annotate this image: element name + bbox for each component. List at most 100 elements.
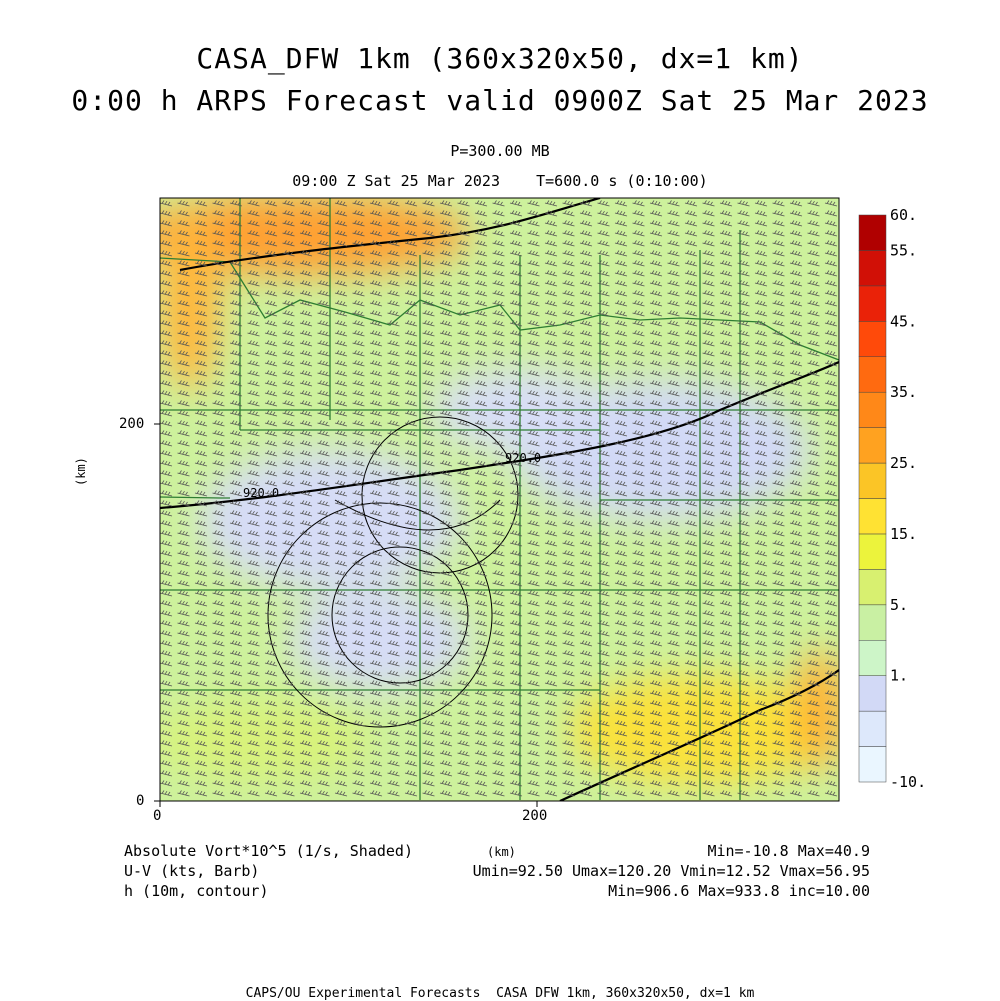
wind-barb xyxy=(544,760,558,767)
wind-barb xyxy=(439,230,453,237)
wind-barb xyxy=(334,710,348,717)
wind-barb xyxy=(719,610,733,617)
wind-barb xyxy=(387,790,400,797)
wind-barb xyxy=(789,410,803,417)
wind-barb xyxy=(352,340,365,347)
wind-barb xyxy=(160,510,173,517)
wind-barb xyxy=(737,250,750,257)
wind-barb xyxy=(422,460,435,467)
wind-barb xyxy=(509,700,523,707)
wind-barb xyxy=(229,430,243,437)
wind-barb xyxy=(684,490,698,497)
wind-barb xyxy=(212,230,225,237)
wind-barb xyxy=(334,480,348,487)
wind-barb xyxy=(562,240,575,247)
wind-barb xyxy=(562,620,575,627)
wind-barb xyxy=(807,640,820,647)
wind-barb xyxy=(457,540,470,547)
wind-barb xyxy=(632,450,645,457)
wind-barb xyxy=(177,470,190,477)
wind-barb xyxy=(177,590,190,597)
wind-barb xyxy=(807,280,820,287)
wind-barb xyxy=(369,330,383,337)
wind-barb xyxy=(807,600,820,607)
wind-barb xyxy=(492,480,505,487)
wind-barb xyxy=(509,550,523,557)
wind-barb xyxy=(282,660,295,667)
wind-barb xyxy=(247,540,260,547)
wind-barb xyxy=(369,780,383,787)
wind-barb xyxy=(492,570,505,577)
wind-barb xyxy=(194,380,208,387)
wind-barb xyxy=(789,440,803,447)
wind-barb xyxy=(194,790,208,797)
wind-barb xyxy=(439,270,453,277)
wind-barb xyxy=(457,660,470,667)
wind-barb xyxy=(387,730,400,737)
wind-barb xyxy=(160,330,173,337)
wind-barb xyxy=(562,480,575,487)
wind-barb xyxy=(649,210,663,217)
wind-barb xyxy=(667,440,680,447)
wind-barb xyxy=(632,250,645,257)
wind-barb xyxy=(422,200,435,207)
wind-barb xyxy=(369,570,383,577)
wind-barb xyxy=(247,490,260,497)
wind-barb xyxy=(299,650,313,657)
wind-barb xyxy=(160,710,173,717)
wind-barb xyxy=(160,340,173,347)
wind-barb xyxy=(684,740,698,747)
wind-barb xyxy=(457,420,470,427)
wind-barb xyxy=(177,550,190,557)
wind-barb xyxy=(282,790,295,797)
wind-barb xyxy=(229,280,243,287)
wind-barb xyxy=(457,300,470,307)
wind-barb xyxy=(527,480,540,487)
colorbar-swatch xyxy=(858,746,887,783)
wind-barb xyxy=(719,560,733,567)
wind-barb xyxy=(457,740,470,747)
wind-barb xyxy=(422,260,435,267)
wind-barb xyxy=(369,520,383,527)
wind-barb xyxy=(667,260,680,267)
wind-barb xyxy=(387,360,400,367)
wind-barb xyxy=(212,320,225,327)
wind-barb xyxy=(457,590,470,597)
wind-barb xyxy=(614,410,628,417)
wind-barb xyxy=(317,420,330,427)
wind-barb xyxy=(457,400,470,407)
wind-barb xyxy=(527,750,540,757)
wind-barb xyxy=(492,230,505,237)
wind-barb xyxy=(614,300,628,307)
wind-barb xyxy=(369,640,383,647)
wind-barb xyxy=(404,730,418,737)
wind-barb xyxy=(702,260,715,267)
wind-barb xyxy=(614,210,628,217)
legend-field-height: h (10m, contour) xyxy=(124,882,269,900)
wind-barb xyxy=(299,680,313,687)
wind-barb xyxy=(807,630,820,637)
wind-barb xyxy=(597,600,610,607)
wind-barb xyxy=(824,580,838,587)
wind-barb xyxy=(352,710,365,717)
wind-barb xyxy=(212,580,225,587)
wind-barb xyxy=(474,780,488,787)
wind-barb xyxy=(194,620,208,627)
wind-barb xyxy=(247,630,260,637)
wind-barb xyxy=(457,370,470,377)
wind-barb xyxy=(474,770,488,777)
wind-barb xyxy=(684,410,698,417)
wind-barb xyxy=(369,730,383,737)
wind-barb xyxy=(649,350,663,357)
wind-barb xyxy=(527,460,540,467)
wind-barb xyxy=(334,640,348,647)
wind-barb xyxy=(824,330,838,337)
wind-barb xyxy=(492,330,505,337)
wind-barb xyxy=(702,580,715,587)
wind-barb xyxy=(474,700,488,707)
wind-barb xyxy=(194,510,208,517)
wind-barb xyxy=(160,290,173,297)
wind-barb xyxy=(352,550,365,557)
wind-barb xyxy=(457,700,470,707)
wind-barb xyxy=(439,290,453,297)
